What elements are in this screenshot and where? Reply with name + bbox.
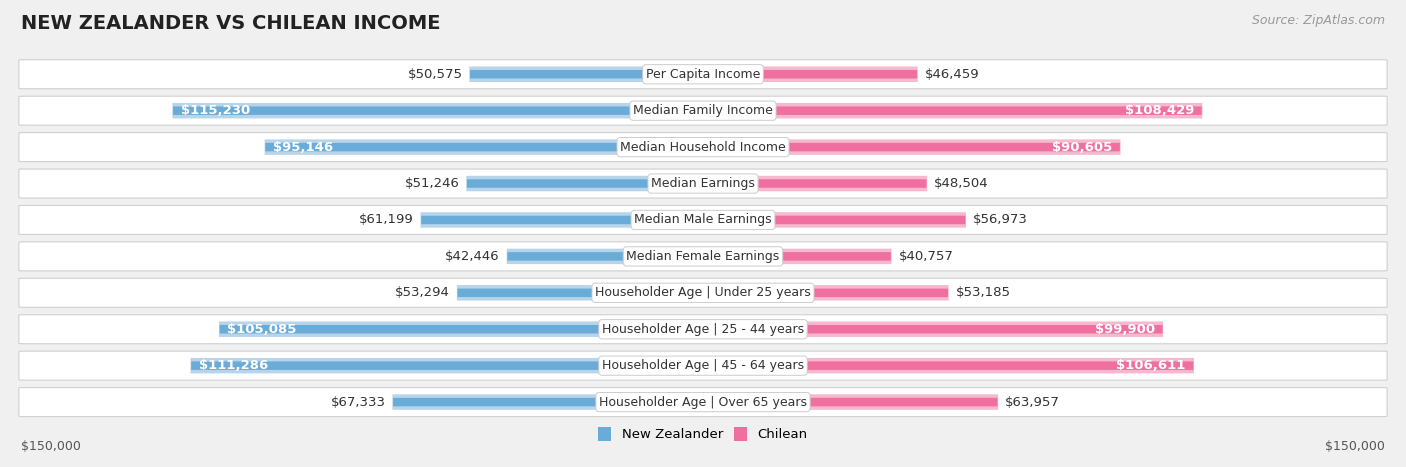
FancyBboxPatch shape [420,212,704,228]
FancyBboxPatch shape [703,289,948,297]
FancyBboxPatch shape [264,139,704,155]
Text: $53,185: $53,185 [956,286,1011,299]
FancyBboxPatch shape [703,252,891,261]
FancyBboxPatch shape [703,70,917,78]
Text: $106,611: $106,611 [1116,359,1185,372]
FancyBboxPatch shape [703,179,927,188]
Text: $67,333: $67,333 [330,396,385,409]
FancyBboxPatch shape [703,361,1194,370]
FancyBboxPatch shape [702,321,1163,337]
FancyBboxPatch shape [467,176,704,191]
Text: Per Capita Income: Per Capita Income [645,68,761,81]
Text: $111,286: $111,286 [198,359,269,372]
FancyBboxPatch shape [18,278,1388,307]
FancyBboxPatch shape [18,60,1388,89]
Text: $48,504: $48,504 [934,177,988,190]
FancyBboxPatch shape [173,106,703,115]
Text: $95,146: $95,146 [273,141,333,154]
FancyBboxPatch shape [266,143,703,151]
FancyBboxPatch shape [702,139,1121,155]
FancyBboxPatch shape [18,205,1388,234]
Text: $56,973: $56,973 [973,213,1028,226]
Text: $50,575: $50,575 [408,68,463,81]
Text: $150,000: $150,000 [21,440,82,453]
Text: $51,246: $51,246 [405,177,460,190]
Text: Median Family Income: Median Family Income [633,104,773,117]
FancyBboxPatch shape [702,212,966,228]
Text: $46,459: $46,459 [925,68,979,81]
FancyBboxPatch shape [470,70,703,78]
FancyBboxPatch shape [173,103,704,119]
Text: $115,230: $115,230 [180,104,250,117]
Text: $150,000: $150,000 [1324,440,1385,453]
Text: $63,957: $63,957 [1005,396,1060,409]
FancyBboxPatch shape [191,361,703,370]
FancyBboxPatch shape [703,106,1202,115]
Text: $42,446: $42,446 [446,250,499,263]
FancyBboxPatch shape [18,242,1388,271]
FancyBboxPatch shape [703,398,997,406]
Text: $108,429: $108,429 [1125,104,1194,117]
Text: Median Female Earnings: Median Female Earnings [627,250,779,263]
FancyBboxPatch shape [18,169,1388,198]
FancyBboxPatch shape [18,96,1388,125]
FancyBboxPatch shape [702,248,891,264]
FancyBboxPatch shape [467,179,703,188]
FancyBboxPatch shape [18,133,1388,162]
FancyBboxPatch shape [394,398,703,406]
FancyBboxPatch shape [702,394,998,410]
FancyBboxPatch shape [457,285,704,301]
FancyBboxPatch shape [508,252,703,261]
Text: Householder Age | Over 65 years: Householder Age | Over 65 years [599,396,807,409]
Text: Median Male Earnings: Median Male Earnings [634,213,772,226]
Legend: New Zealander, Chilean: New Zealander, Chilean [593,422,813,446]
Text: $99,900: $99,900 [1095,323,1154,336]
FancyBboxPatch shape [702,103,1202,119]
FancyBboxPatch shape [219,325,703,333]
Text: $61,199: $61,199 [359,213,413,226]
Text: $90,605: $90,605 [1052,141,1112,154]
FancyBboxPatch shape [18,315,1388,344]
FancyBboxPatch shape [702,285,949,301]
Text: $40,757: $40,757 [898,250,953,263]
FancyBboxPatch shape [703,216,966,224]
Text: Median Earnings: Median Earnings [651,177,755,190]
Text: NEW ZEALANDER VS CHILEAN INCOME: NEW ZEALANDER VS CHILEAN INCOME [21,14,440,33]
FancyBboxPatch shape [703,143,1119,151]
Text: $53,294: $53,294 [395,286,450,299]
FancyBboxPatch shape [506,248,704,264]
FancyBboxPatch shape [470,66,704,82]
Text: Source: ZipAtlas.com: Source: ZipAtlas.com [1251,14,1385,27]
FancyBboxPatch shape [18,351,1388,380]
Text: Householder Age | 45 - 64 years: Householder Age | 45 - 64 years [602,359,804,372]
FancyBboxPatch shape [702,358,1194,374]
Text: Householder Age | 25 - 44 years: Householder Age | 25 - 44 years [602,323,804,336]
FancyBboxPatch shape [703,325,1163,333]
Text: $105,085: $105,085 [228,323,297,336]
Text: Median Household Income: Median Household Income [620,141,786,154]
FancyBboxPatch shape [190,358,704,374]
FancyBboxPatch shape [457,289,703,297]
FancyBboxPatch shape [702,66,918,82]
FancyBboxPatch shape [18,388,1388,417]
FancyBboxPatch shape [422,216,703,224]
FancyBboxPatch shape [392,394,704,410]
FancyBboxPatch shape [702,176,927,191]
FancyBboxPatch shape [219,321,704,337]
Text: Householder Age | Under 25 years: Householder Age | Under 25 years [595,286,811,299]
